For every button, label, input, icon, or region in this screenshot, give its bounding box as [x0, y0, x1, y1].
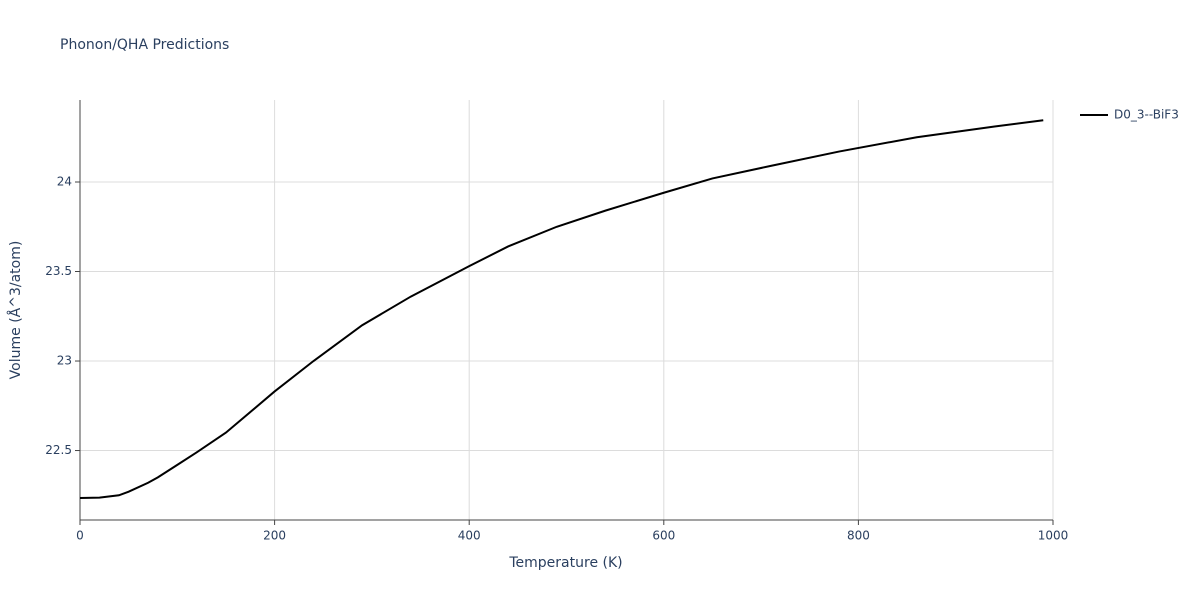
x-tick-label: 0	[76, 529, 84, 543]
y-tick-label: 22.5	[45, 443, 72, 457]
x-tick-label: 200	[263, 529, 286, 543]
x-tick-label: 600	[652, 529, 675, 543]
y-tick-label: 24	[57, 174, 72, 188]
y-tick-label: 23.5	[45, 264, 72, 278]
x-axis-label: Temperature (K)	[508, 555, 622, 571]
x-tick-label: 1000	[1038, 529, 1069, 543]
chart-title: Phonon/QHA Predictions	[60, 37, 229, 53]
y-tick-label: 23	[57, 354, 72, 368]
x-tick-label: 800	[847, 529, 870, 543]
y-axis-label: Volume (Å^3/atom)	[7, 241, 24, 380]
x-tick-label: 400	[458, 529, 481, 543]
line	[79, 119, 1044, 499]
legend-label: D0_3--BiF3	[1114, 108, 1179, 122]
